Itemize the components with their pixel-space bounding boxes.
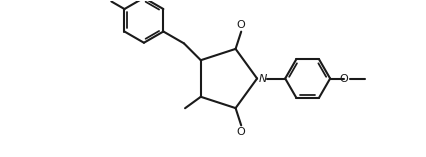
Text: N: N (259, 73, 268, 84)
Text: O: O (237, 20, 245, 30)
Text: O: O (237, 127, 245, 137)
Text: O: O (340, 73, 348, 84)
